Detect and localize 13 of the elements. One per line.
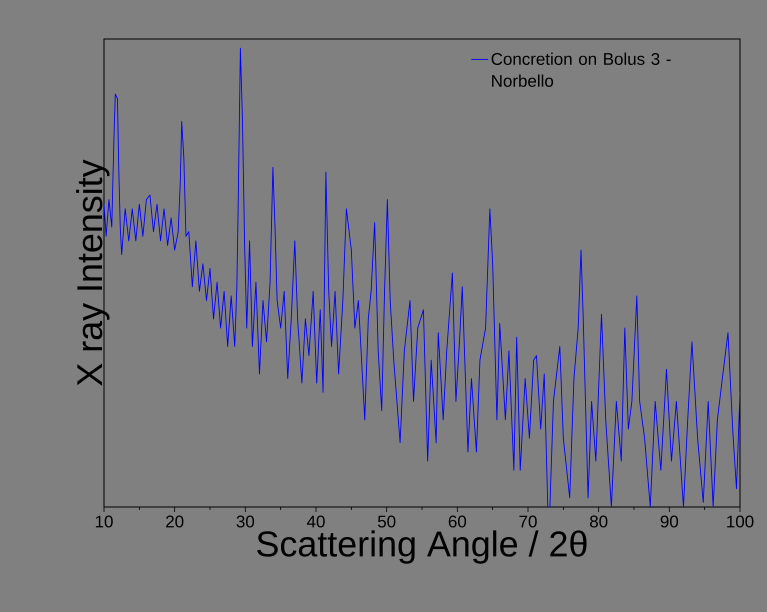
x-tick-label: 80 [590, 516, 608, 528]
x-axis-title: Scattering Angle / 2θ [257, 530, 587, 564]
x-tick-label: 70 [519, 516, 537, 528]
legend-label: Concretion on Bolus 3 - Norbello [492, 52, 671, 87]
x-tick-label: 60 [448, 516, 466, 528]
x-tick-label: 100 [727, 516, 754, 528]
x-tick-label: 30 [236, 516, 254, 528]
x-tick-label: 20 [166, 516, 184, 528]
x-tick-label: 50 [378, 516, 396, 528]
x-tick-label: 90 [660, 516, 678, 528]
x-tick-label: 10 [96, 516, 113, 528]
y-axis-title: X ray Intensity [76, 159, 110, 386]
x-tick-label: 40 [306, 516, 325, 528]
